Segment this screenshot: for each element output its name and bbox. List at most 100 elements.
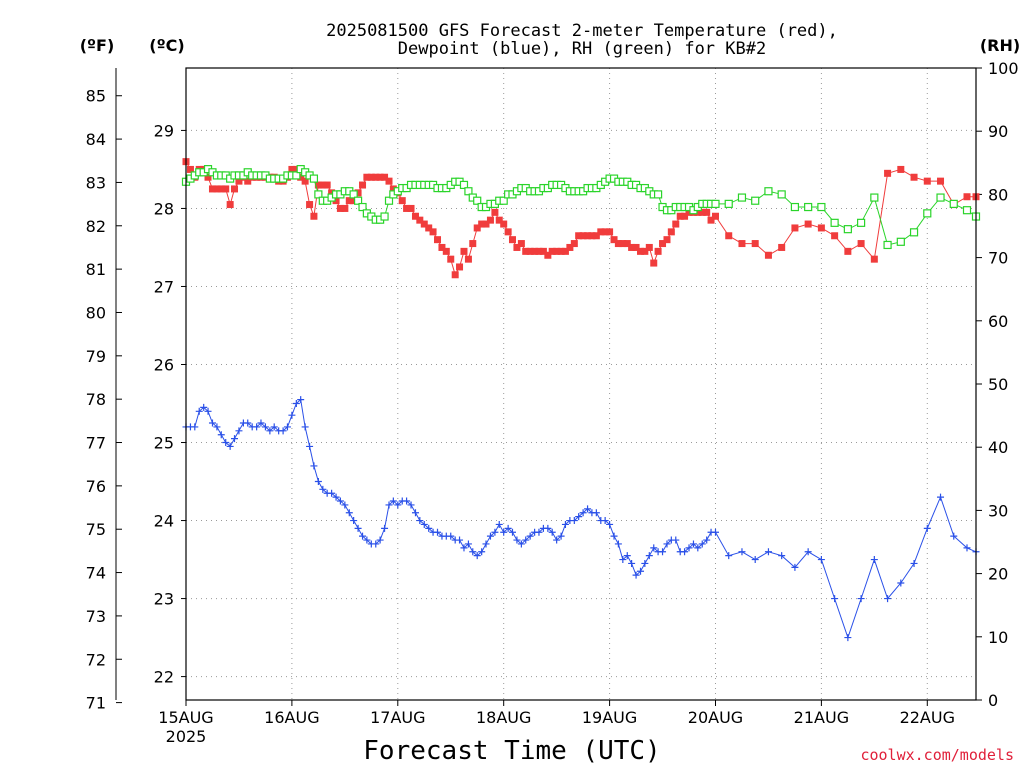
rh-marker [358,202,367,212]
chart-title-line-1: 2025081500 GFS Forecast 2-meter Temperat… [326,21,838,41]
rh-tick-label: 20 [988,565,1008,584]
rh-marker [751,196,760,205]
dewpoint-marker [535,528,543,536]
data-series [181,158,981,642]
dewpoint-marker [328,489,336,497]
temperature-marker [504,228,512,236]
dewpoint-marker [306,442,314,450]
dewpoint-marker [297,396,305,404]
fahrenheit-tick-label: 72 [86,650,106,669]
dewpoint-marker [698,540,706,548]
dewpoint-marker [226,442,234,450]
temperature-marker [610,236,618,244]
temperature-marker [870,255,878,263]
dewpoint-marker [694,544,702,552]
dewpoint-marker [689,540,697,548]
rh-marker [737,193,747,202]
temperature-marker [226,201,234,209]
x-tick-label: 22AUG [900,708,955,727]
dewpoint-marker [381,524,389,532]
dewpoint-marker [831,595,839,603]
celsius-tick-label: 26 [154,355,174,374]
temperature-marker [681,212,689,220]
temperature-marker [707,216,715,224]
dewpoint-marker [222,439,230,447]
dewpoint-marker [672,536,680,544]
rh-marker [909,228,919,237]
temperature-marker [434,236,442,244]
celsius-tick-label: 24 [154,512,174,531]
x-tick-label: 15AUG [158,708,213,727]
dewpoint-marker [200,403,208,411]
dewpoint-marker [345,509,353,517]
dewpoint-marker [637,567,645,575]
temperature-marker [698,208,706,216]
rh-marker [923,209,932,218]
dewpoint-marker [645,552,653,560]
dewpoint-marker [310,462,318,470]
temperature-marker [473,224,481,232]
temperature-marker [319,181,327,189]
temperature-marker [672,220,680,228]
dewpoint-marker [253,423,261,431]
dewpoint-marker [464,540,472,548]
temperature-marker [570,240,578,248]
rh-marker [380,212,389,221]
temperature-marker [937,177,945,185]
rh-marker [843,225,852,234]
temperature-marker [398,197,406,205]
temperature-marker [606,228,614,236]
dewpoint-marker [663,540,671,548]
rh-marker [473,196,482,205]
fahrenheit-tick-label: 78 [86,390,106,409]
dewpoint-marker [570,517,578,525]
temperature-marker [614,240,622,248]
rh-tick-label: 80 [988,185,1008,204]
rh-marker [936,193,945,202]
temperature-marker [588,232,596,240]
dewpoint-marker [495,520,503,528]
temperature-marker [469,240,477,248]
rh-marker [830,218,839,227]
rh-marker [804,202,813,212]
dewpoint-marker [411,509,419,517]
rh-series [181,165,981,250]
dewpoint-marker [641,559,649,567]
temperature-marker [456,263,464,271]
dewpoint-marker [332,493,340,501]
dewpoint-marker [341,501,349,509]
x-axis-title: Forecast Time (UTC) [363,736,660,766]
temperature-marker [429,228,437,236]
rh-marker [896,237,905,246]
rh-tick-label: 50 [988,375,1008,394]
dewpoint-marker [685,544,693,552]
dewpoint-marker [292,400,300,408]
temperature-marker [641,247,649,255]
dewpoint-marker [482,540,490,548]
dewpoint-marker [372,540,380,548]
dewpoint-marker [473,552,481,560]
temperature-marker [667,228,675,236]
x-tick-sublabel: 2025 [166,727,207,746]
temperature-marker [186,165,194,173]
fahrenheit-tick-label: 73 [86,607,106,626]
dewpoint-marker [606,520,614,528]
temperature-marker [354,189,362,197]
rh-tick-label: 0 [988,691,998,710]
dewpoint-marker [575,513,583,521]
dewpoint-marker [950,532,958,540]
fahrenheit-tick-label: 80 [86,303,106,322]
temperature-marker [341,204,349,212]
temperature-marker [208,185,216,193]
dewpoint-marker [870,556,878,564]
celsius-tick-label: 28 [154,199,174,218]
temperature-marker [623,240,631,248]
temperature-marker [738,240,746,248]
dewpoint-marker [681,548,689,556]
rh-tick-label: 100 [988,59,1019,78]
dewpoint-marker [376,536,384,544]
temperature-marker [345,197,353,205]
fahrenheit-tick-label: 84 [86,130,106,149]
dewpoint-marker [504,524,512,532]
dewpoint-marker [614,540,622,548]
